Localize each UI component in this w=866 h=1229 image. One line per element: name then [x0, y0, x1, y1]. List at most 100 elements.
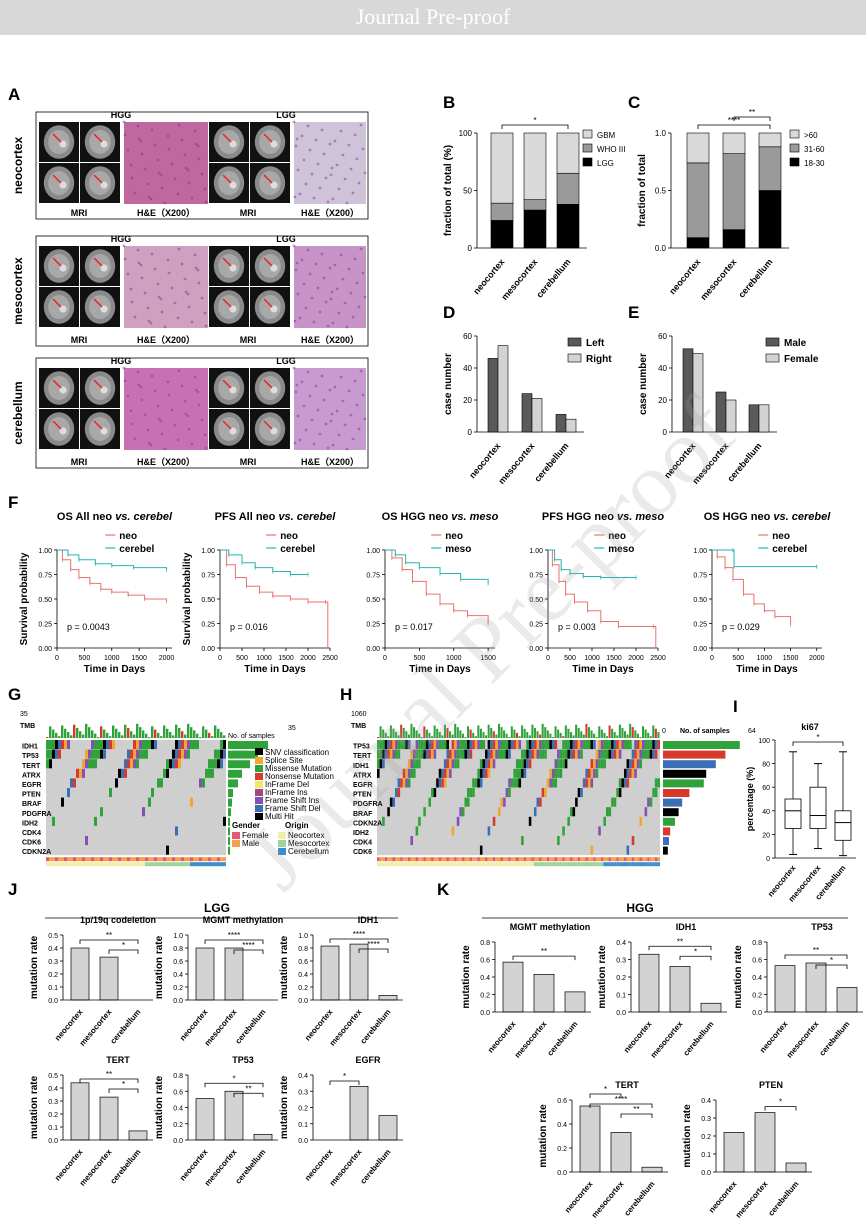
tmb-bar	[428, 732, 431, 738]
mutation-cell	[605, 740, 609, 750]
y-tick-label: 1.00	[201, 548, 215, 555]
origin-cell	[166, 862, 169, 867]
mutation-cell	[572, 807, 576, 817]
he-nucleus	[314, 384, 318, 388]
origin-cell	[52, 862, 55, 867]
y-tick-label: 1.00	[366, 548, 380, 555]
he-nucleus	[341, 277, 345, 281]
y-tick-label: 0.5	[655, 187, 667, 196]
gender-cell	[639, 857, 642, 862]
he-lgg-tile	[292, 366, 367, 451]
mutation-cell	[214, 749, 217, 759]
bar-chart-title: IDH1	[676, 922, 697, 932]
tmb-bar	[61, 725, 64, 738]
y-tick-label: 0.6	[480, 958, 490, 965]
mutation-cell	[420, 749, 424, 759]
mri-hgg-tile	[39, 368, 79, 408]
tmb-bar	[109, 736, 112, 738]
significance-bracket: *	[329, 1072, 360, 1085]
km-curve-neo	[220, 549, 329, 648]
origin-cell	[88, 862, 91, 867]
mutation-cell	[467, 788, 470, 798]
tmb-bar	[464, 737, 467, 738]
km-title-vs: vs. meso	[451, 511, 498, 523]
mutation-cell	[151, 740, 154, 750]
y-tick-label: 0.3	[701, 1116, 711, 1123]
legend-label: LGG	[597, 159, 614, 168]
mutation-cell	[127, 749, 130, 759]
box-title: ki67	[801, 722, 819, 732]
he-nucleus	[183, 153, 187, 157]
legend-label: 31-60	[804, 145, 825, 154]
legend-swatch	[255, 757, 263, 764]
y-tick-label: 20	[658, 396, 667, 405]
mutation-cell	[544, 749, 547, 759]
mri-caption: MRI	[71, 457, 88, 467]
y-tick-label: 0.2	[48, 1112, 58, 1119]
gene-label-BRAF: BRAF	[353, 811, 373, 818]
origin-cell	[652, 862, 655, 867]
mutation-cell	[400, 740, 403, 750]
mutation-cell	[639, 816, 642, 826]
y-tick-label: 0.00	[366, 646, 380, 653]
y-tick-label: 0.6	[557, 1098, 567, 1105]
red-arrow	[93, 133, 103, 143]
gender-cell	[649, 857, 653, 862]
gender-cell	[208, 857, 211, 862]
tmb-bar	[205, 729, 208, 738]
mutation-cell	[492, 816, 496, 826]
km-title-main: PFS All neo	[215, 511, 279, 523]
y-tick-label: 80	[762, 762, 770, 769]
mutation-cell	[523, 768, 527, 778]
mutation-cell	[377, 740, 380, 750]
he-nucleus	[166, 380, 170, 384]
nsamples-bar	[228, 837, 230, 845]
x-category-label: cerebellum	[108, 1148, 142, 1186]
mutation-cell	[148, 797, 151, 807]
mutation-cell	[446, 768, 450, 778]
he-hgg-tile	[122, 244, 208, 329]
significance-stars: *	[122, 1080, 125, 1089]
gender-cell	[379, 857, 383, 862]
gender-cell	[634, 857, 637, 862]
gene-label-EGFR: EGFR	[22, 782, 41, 789]
bar-mesocortex	[224, 1090, 244, 1141]
tmb-bar	[181, 731, 184, 738]
origin-cell	[415, 862, 419, 867]
mutation-cell	[402, 768, 406, 778]
y-axis-title: mutation rate	[154, 1075, 165, 1139]
mutation-cell	[124, 768, 127, 778]
he-nucleus	[190, 320, 194, 324]
mutation-cell	[67, 788, 70, 798]
he-nucleus	[204, 200, 208, 204]
mri-lgg-tile	[209, 368, 249, 408]
origin-cell	[151, 862, 154, 867]
y-tick-label: 0.4	[173, 972, 183, 979]
legend-label: neo	[772, 531, 790, 542]
gender-cell	[482, 857, 486, 862]
tmb-bar	[497, 723, 500, 738]
gender-cell	[106, 857, 109, 862]
mutation-cell	[508, 740, 511, 750]
he-nucleus	[351, 315, 355, 319]
y-tick-label: 0.2	[48, 972, 58, 979]
x-tick-label: 500	[236, 655, 248, 662]
red-arrow	[93, 298, 103, 308]
he-nucleus	[296, 414, 300, 418]
mutation-cell	[600, 759, 604, 769]
tmb-max-label: 35	[20, 711, 28, 718]
origin-cell	[515, 862, 519, 867]
he-nucleus	[302, 404, 306, 408]
gender-cell	[446, 857, 450, 862]
gene-label-ATRX: ATRX	[22, 772, 41, 779]
red-arrow	[93, 174, 103, 184]
y-tick-label: 0.2	[480, 993, 490, 1000]
mutation-cell	[503, 749, 506, 759]
gender-cell	[205, 857, 208, 862]
x-tick-label: 1500	[606, 655, 622, 662]
mutation-cell	[139, 749, 142, 759]
origin-cell	[567, 862, 570, 867]
p-value: p = 0.0043	[67, 622, 110, 632]
gender-cell	[585, 857, 588, 862]
gender-cell	[151, 857, 154, 862]
